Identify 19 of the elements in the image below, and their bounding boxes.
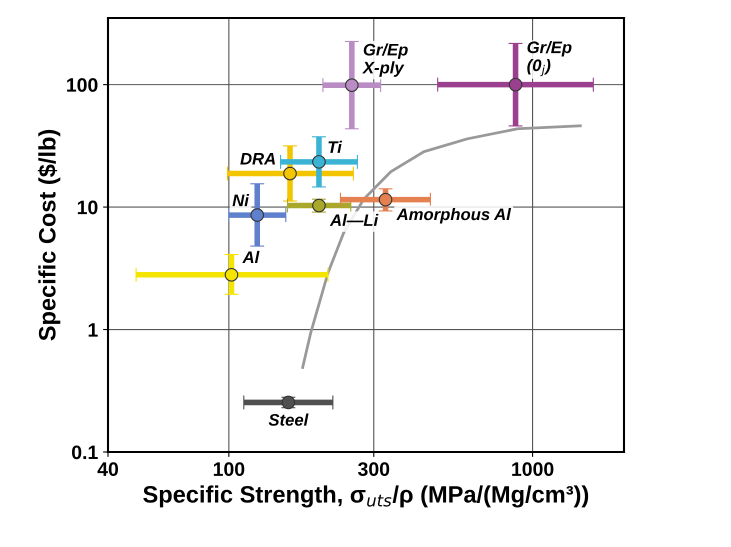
series-label: Ni [232,194,250,206]
x-tick-label: 100 [214,462,244,476]
series-label: Gr/Ep X-ply [362,43,408,77]
series-label: DRA [240,153,275,164]
y-tick-label: 10 [78,200,98,214]
y-tick-label: 0.1 [72,445,98,460]
series-label: Al [242,250,260,263]
series-label: Steel [268,414,309,426]
series-label: Al—Li [330,214,379,226]
y-tick-label: 1 [88,323,98,337]
x-axis-title: Specific Strength, σ$_{uts}$/ρ (MPa/(Mg/cm³)) [143,485,588,508]
series-label: Ti [328,140,342,153]
series-label: Amorphous Al [396,208,512,224]
y-tick-label: 100 [67,78,98,92]
series-label: Gr/Ep (0$_{j}$) [527,40,572,76]
x-tick-label: 40 [97,462,118,476]
x-tick-label: 300 [358,462,390,476]
x-tick-label: 1000 [512,462,554,476]
y-axis-title: Specific Cost ($/lb) [38,130,60,341]
